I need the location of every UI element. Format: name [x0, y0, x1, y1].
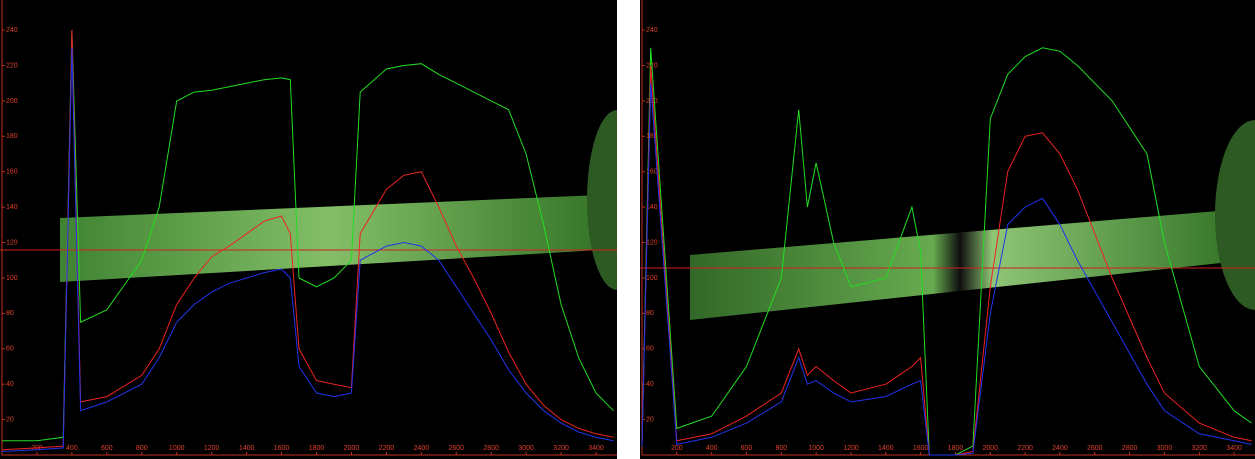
sample-end [1215, 120, 1255, 310]
x-tick-label: 600 [741, 445, 753, 452]
x-tick-label: 3000 [518, 445, 534, 452]
x-tick-label: 400 [66, 445, 78, 452]
y-tick-label: 140 [646, 204, 658, 211]
y-tick-label: 100 [6, 275, 18, 282]
sample-bar [690, 210, 1230, 320]
profile-line [1, 47, 614, 452]
y-tick-label: 20 [6, 416, 14, 423]
y-tick-label: 240 [646, 27, 658, 34]
y-tick-label: 40 [646, 381, 654, 388]
x-tick-label: 2800 [483, 445, 499, 452]
x-tick-label: 1600 [274, 445, 290, 452]
x-tick-label: 600 [101, 445, 113, 452]
profile-line [2, 30, 614, 442]
x-tick-label: 1800 [948, 445, 964, 452]
x-tick-label: 1000 [808, 445, 824, 452]
x-tick-label: 3400 [588, 445, 604, 452]
x-tick-label: 1000 [169, 445, 185, 452]
y-tick-label: 120 [6, 239, 18, 246]
y-tick-label: 180 [646, 133, 658, 140]
x-tick-label: 1200 [843, 445, 859, 452]
y-tick-label: 140 [6, 204, 18, 211]
y-tick-label: 180 [6, 133, 18, 140]
y-tick-label: 60 [6, 346, 14, 353]
profile-line [641, 83, 1252, 456]
x-tick-label: 800 [775, 445, 787, 452]
x-tick-label: 1400 [239, 445, 255, 452]
y-tick-label: 100 [646, 275, 658, 282]
x-tick-label: 2600 [448, 445, 464, 452]
x-tick-label: 2800 [1122, 445, 1138, 452]
y-tick-label: 160 [6, 169, 18, 176]
x-tick-label: 1600 [913, 445, 929, 452]
x-tick-label: 1400 [878, 445, 894, 452]
sample-bar [60, 195, 600, 282]
y-tick-label: 20 [646, 416, 654, 423]
y-tick-label: 80 [6, 310, 14, 317]
x-tick-label: 3400 [1226, 445, 1242, 452]
x-tick-label: 2000 [344, 445, 360, 452]
x-tick-label: 200 [671, 445, 683, 452]
x-tick-label: 800 [136, 445, 148, 452]
y-tick-label: 160 [646, 169, 658, 176]
x-tick-label: 2400 [414, 445, 430, 452]
x-tick-label: 1800 [309, 445, 325, 452]
y-tick-label: 60 [646, 346, 654, 353]
y-tick-label: 200 [6, 98, 18, 105]
y-tick-label: 80 [646, 310, 654, 317]
x-tick-label: 2400 [1052, 445, 1068, 452]
x-tick-label: 3200 [1191, 445, 1207, 452]
x-tick-label: 2600 [1087, 445, 1103, 452]
x-tick-label: 2000 [983, 445, 999, 452]
y-tick-label: 120 [646, 239, 658, 246]
x-tick-label: 2200 [1017, 445, 1033, 452]
x-tick-label: 1200 [204, 445, 220, 452]
x-tick-label: 400 [706, 445, 718, 452]
y-tick-label: 40 [6, 381, 14, 388]
y-tick-label: 240 [6, 27, 18, 34]
sample-end [587, 110, 617, 290]
profile-line [1, 30, 614, 451]
x-tick-label: 3000 [1157, 445, 1173, 452]
y-tick-label: 220 [6, 62, 18, 69]
x-tick-label: 2200 [379, 445, 395, 452]
x-tick-label: 3200 [553, 445, 569, 452]
